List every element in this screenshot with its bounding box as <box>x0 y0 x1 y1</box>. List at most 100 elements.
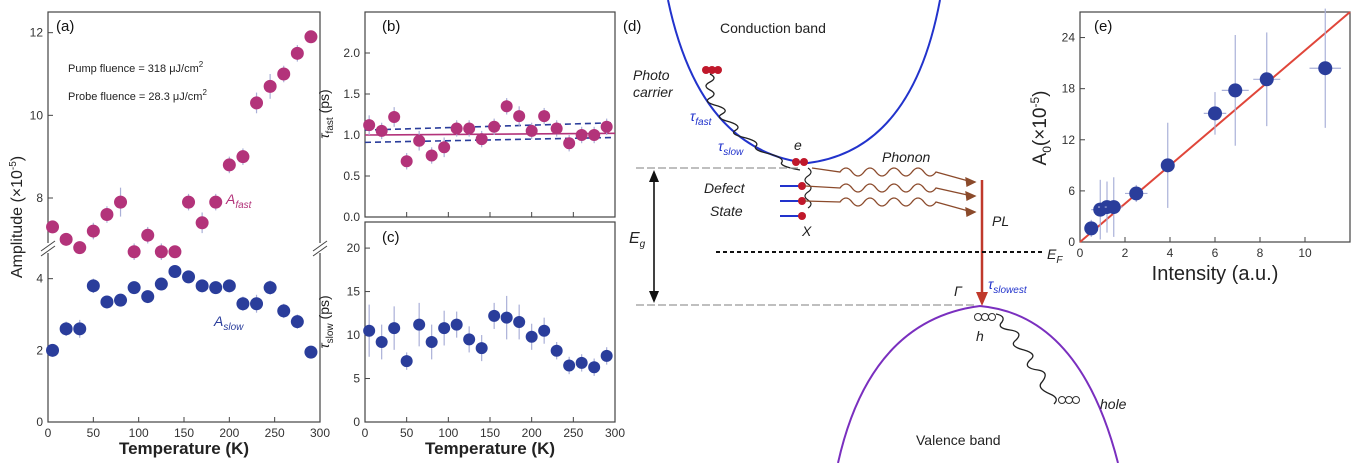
data-point <box>363 324 376 337</box>
data-point <box>290 315 304 329</box>
pl-label: PL <box>992 213 1009 229</box>
x-point-label: X <box>801 223 812 239</box>
panel-d-label: (d) <box>623 18 641 35</box>
data-point <box>195 279 209 293</box>
data-point <box>388 110 401 123</box>
data-point <box>114 195 128 209</box>
a-fast-label: Afast <box>225 191 253 211</box>
data-point <box>513 316 526 328</box>
data-point <box>363 119 376 132</box>
eg-arrow-head-bottom <box>649 291 659 303</box>
defect-label: Defect <box>704 180 746 196</box>
y-tick-label: 12 <box>30 26 44 40</box>
data-point <box>86 224 100 238</box>
y-tick-label: 6 <box>1068 184 1075 198</box>
panel-b-frame <box>364 11 616 218</box>
data-point <box>600 349 613 362</box>
panel-b-ylabel: τfast (ps) <box>316 89 336 138</box>
data-point <box>182 195 196 209</box>
x-tick-label: 150 <box>174 426 194 440</box>
panel-e-label: (e) <box>1094 18 1112 35</box>
panel-c-ticks: 0 50 100 150 200 250 300 0 5 10 15 20 <box>347 241 626 440</box>
x-tick-label: 4 <box>1167 246 1174 260</box>
data-point <box>1129 186 1144 201</box>
y-tick-label: 0 <box>36 415 43 429</box>
panel-a-ylabel: Amplitude (×10-5) <box>8 156 26 278</box>
data-point <box>73 241 87 255</box>
panel-c-ylabel: τslow (ps) <box>316 295 336 348</box>
valence-band-curve <box>837 304 1119 463</box>
carrier-label: carrier <box>633 84 674 100</box>
y-tick-label: 0.5 <box>343 169 360 183</box>
data-point <box>563 137 576 150</box>
panel-d-diagram: (d) Conduction band Valence band Photo c… <box>623 0 1127 463</box>
tau-slowest-label: τslowest <box>988 276 1028 296</box>
panel-a-xlabel: Temperature (K) <box>119 439 249 458</box>
state-label: State <box>710 203 743 219</box>
x-tick-label: 50 <box>87 426 101 440</box>
h-label: h <box>976 328 984 344</box>
fit-line <box>364 132 616 136</box>
data-point <box>588 361 601 374</box>
data-point <box>263 79 277 93</box>
data-point <box>209 195 223 209</box>
y-tick-label: 24 <box>1062 31 1076 45</box>
panel-e-ylabel: A0(×10-5) <box>1028 91 1054 166</box>
data-point <box>73 322 87 336</box>
panel-a: (a) Pump fluence = 318 μJ/cm2 Probe flue… <box>8 11 331 458</box>
phonon-waves <box>804 167 977 217</box>
defect-relaxation-wave <box>804 167 812 209</box>
data-point <box>304 30 318 44</box>
electron-label: e <box>794 137 802 153</box>
data-point <box>154 245 168 259</box>
data-point <box>222 279 236 293</box>
relaxation-wave <box>705 73 801 171</box>
electron-dot <box>800 158 808 166</box>
data-point <box>250 96 264 110</box>
electron-dot <box>792 158 800 166</box>
panel-c-xlabel: Temperature (K) <box>425 439 555 458</box>
confidence-line <box>364 136 616 144</box>
y-tick-label: 15 <box>347 285 361 299</box>
data-point <box>488 309 501 322</box>
data-point <box>236 297 250 311</box>
data-point <box>1084 221 1099 236</box>
x-tick-label: 8 <box>1257 246 1264 260</box>
data-point <box>550 344 563 357</box>
data-point <box>46 343 60 357</box>
data-point <box>413 318 426 331</box>
data-point <box>1106 200 1121 215</box>
panel-b: (b) 0.0 0.5 1.0 1.5 2.0 τfast (ps) <box>316 11 616 224</box>
x-tick-label: 2 <box>1122 246 1129 260</box>
conduction-band-label: Conduction band <box>720 20 826 36</box>
data-point <box>425 336 438 348</box>
data-point <box>168 265 182 278</box>
panel-a-ticks: 0 50 100 150 200 250 300 0 2 4 8 10 12 <box>30 26 331 440</box>
y-tick-label: 12 <box>1062 133 1076 147</box>
gamma-label: Γ <box>954 283 963 299</box>
x-tick-label: 100 <box>129 426 149 440</box>
x-tick-label: 200 <box>522 426 542 440</box>
data-point <box>59 232 73 246</box>
y-tick-label: 0.0 <box>343 210 360 224</box>
x-tick-label: 50 <box>400 426 414 440</box>
holes <box>974 313 1080 404</box>
data-point <box>86 279 100 293</box>
data-point <box>400 155 413 168</box>
data-point <box>168 245 182 259</box>
y-tick-label: 20 <box>347 241 361 255</box>
data-point <box>500 311 513 324</box>
panel-e-xlabel: Intensity (a.u.) <box>1152 263 1279 285</box>
x-tick-label: 0 <box>1077 246 1084 260</box>
photo-label: Photo <box>633 67 670 83</box>
y-tick-label: 2 <box>36 343 43 357</box>
data-point <box>413 134 426 147</box>
data-point <box>563 359 576 372</box>
y-tick-label: 5 <box>353 372 360 386</box>
data-point <box>141 290 155 304</box>
data-point <box>277 67 291 81</box>
data-point <box>290 46 304 60</box>
data-point <box>438 322 451 335</box>
